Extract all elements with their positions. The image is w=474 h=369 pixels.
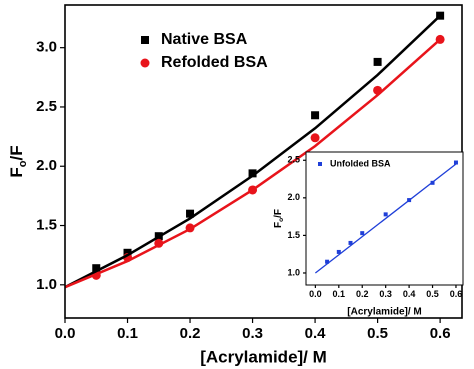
fit-line	[64, 14, 441, 289]
y-tick-label: 1.5	[36, 216, 57, 233]
marker	[248, 169, 257, 178]
marker	[348, 240, 353, 245]
legend-label: Native BSA	[161, 31, 248, 48]
y-axis-label: Fo/F	[7, 145, 29, 177]
y-axis-label-part: F	[273, 222, 284, 228]
y-axis-label: Fo/F	[273, 209, 285, 228]
y-axis-label-part: /F	[273, 209, 284, 218]
x-tick-label: 0.1	[333, 289, 346, 299]
legend-marker	[318, 162, 322, 166]
y-tick-label: 1.0	[36, 276, 57, 293]
marker	[311, 111, 320, 120]
x-tick-label: 0.2	[356, 289, 369, 299]
marker	[373, 57, 382, 66]
x-tick-label: 0.1	[117, 325, 138, 342]
inset-background	[306, 152, 463, 285]
y-tick-label: 3.0	[36, 39, 57, 56]
y-axis-label-part: /F	[7, 145, 26, 160]
x-tick-label: 0.3	[242, 325, 263, 342]
x-tick-label: 0.3	[379, 289, 392, 299]
marker	[436, 11, 445, 20]
marker	[123, 248, 132, 257]
fit-line	[64, 38, 441, 289]
marker	[310, 133, 320, 143]
x-tick-label: 0.5	[367, 325, 388, 342]
y-axis-label-part: F	[7, 167, 26, 177]
x-tick-label: 0.4	[305, 325, 327, 342]
plot-frame	[305, 151, 464, 286]
y-tick-label: 2.0	[287, 192, 300, 202]
x-tick-label: 0.6	[450, 289, 463, 299]
marker	[336, 249, 341, 254]
marker	[92, 264, 101, 273]
legend-marker	[141, 36, 149, 44]
y-tick-label: 1.0	[287, 267, 300, 277]
x-axis-label: [Acrylamide]/ M	[200, 347, 327, 366]
marker	[325, 259, 330, 264]
marker	[453, 160, 458, 165]
fit-line	[314, 163, 457, 274]
x-tick-label: 0.6	[430, 325, 451, 342]
y-tick-label: 1.5	[287, 230, 300, 240]
x-tick-label: 0.2	[180, 325, 201, 342]
x-tick-label: 0.0	[55, 325, 76, 342]
legend-label: Unfolded BSA	[330, 158, 391, 168]
legend-label: Refolded BSA	[161, 54, 268, 71]
y-axis-label-part: o	[278, 218, 285, 222]
marker	[383, 212, 388, 217]
x-tick-label: 0.0	[309, 289, 322, 299]
x-tick-label: 0.5	[426, 289, 439, 299]
y-axis-label-part: o	[17, 160, 29, 167]
y-tick-label: 2.0	[36, 157, 57, 174]
legend-marker	[140, 58, 150, 68]
marker	[186, 209, 195, 218]
y-tick-label: 2.5	[287, 155, 300, 165]
marker	[360, 231, 365, 236]
y-tick-label: 2.5	[36, 98, 57, 115]
x-tick-label: 0.4	[403, 289, 416, 299]
x-axis-label: [Acrylamide]/ M	[347, 307, 421, 318]
